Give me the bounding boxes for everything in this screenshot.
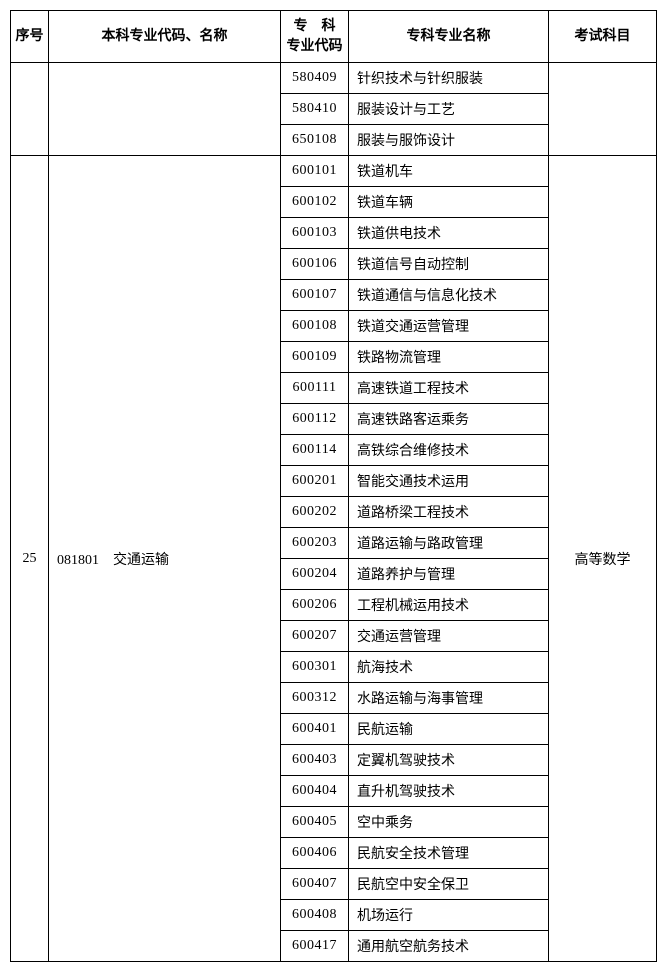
zhuanke-name: 服装与服饰设计: [349, 125, 549, 156]
zhuanke-code: 600207: [281, 621, 349, 652]
zhuanke-code: 600103: [281, 218, 349, 249]
zhuanke-name: 通用航空航务技术: [349, 931, 549, 962]
header-benke: 本科专业代码、名称: [49, 11, 281, 63]
zhuanke-code: 600404: [281, 776, 349, 807]
zhuanke-code: 600106: [281, 249, 349, 280]
zhuanke-code: 600109: [281, 342, 349, 373]
zhuanke-name: 高速铁路客运乘务: [349, 404, 549, 435]
zhuanke-name: 工程机械运用技术: [349, 590, 549, 621]
zhuanke-name: 道路桥梁工程技术: [349, 497, 549, 528]
zhuanke-code: 650108: [281, 125, 349, 156]
zhuanke-code: 600101: [281, 156, 349, 187]
zhuanke-name: 铁道机车: [349, 156, 549, 187]
zhuanke-name: 民航安全技术管理: [349, 838, 549, 869]
benke-cell: 081801 交通运输: [49, 156, 281, 962]
zhuanke-name: 水路运输与海事管理: [349, 683, 549, 714]
zhuanke-code: 600301: [281, 652, 349, 683]
header-exam: 考试科目: [549, 11, 657, 63]
header-row: 序号 本科专业代码、名称 专 科 专业代码 专科专业名称 考试科目: [11, 11, 657, 63]
zhuanke-name: 铁道交通运营管理: [349, 311, 549, 342]
zhuanke-name: 民航运输: [349, 714, 549, 745]
zhuanke-name: 高速铁道工程技术: [349, 373, 549, 404]
zhuanke-code: 600406: [281, 838, 349, 869]
zhuanke-name: 定翼机驾驶技术: [349, 745, 549, 776]
table-row: 580409针织技术与针织服装: [11, 63, 657, 94]
exam-cell: 高等数学: [549, 156, 657, 962]
zhuanke-name: 航海技术: [349, 652, 549, 683]
zhuanke-name: 服装设计与工艺: [349, 94, 549, 125]
table-row: 25081801 交通运输600101铁道机车高等数学: [11, 156, 657, 187]
header-zhuanke-code: 专 科 专业代码: [281, 11, 349, 63]
zhuanke-code: 600111: [281, 373, 349, 404]
zhuanke-code: 580410: [281, 94, 349, 125]
zhuanke-code: 600102: [281, 187, 349, 218]
zhuanke-code: 600206: [281, 590, 349, 621]
zhuanke-code: 600201: [281, 466, 349, 497]
zhuanke-name: 铁道通信与信息化技术: [349, 280, 549, 311]
zhuanke-name: 铁路物流管理: [349, 342, 549, 373]
benke-cell-continued: [49, 63, 281, 156]
zhuanke-name: 铁道供电技术: [349, 218, 549, 249]
header-zhuanke-name: 专科专业名称: [349, 11, 549, 63]
exam-cell-continued: [549, 63, 657, 156]
zhuanke-name: 针织技术与针织服装: [349, 63, 549, 94]
zhuanke-name: 道路养护与管理: [349, 559, 549, 590]
zhuanke-code: 600108: [281, 311, 349, 342]
zhuanke-name: 直升机驾驶技术: [349, 776, 549, 807]
zhuanke-code: 580409: [281, 63, 349, 94]
majors-table: 序号 本科专业代码、名称 专 科 专业代码 专科专业名称 考试科目 580409…: [10, 10, 657, 962]
zhuanke-name: 道路运输与路政管理: [349, 528, 549, 559]
zhuanke-code: 600312: [281, 683, 349, 714]
zhuanke-code: 600417: [281, 931, 349, 962]
zhuanke-code: 600204: [281, 559, 349, 590]
zhuanke-name: 铁道信号自动控制: [349, 249, 549, 280]
zhuanke-code: 600407: [281, 869, 349, 900]
xuhao-cell-continued: [11, 63, 49, 156]
zhuanke-code: 600112: [281, 404, 349, 435]
zhuanke-code: 600401: [281, 714, 349, 745]
zhuanke-code: 600202: [281, 497, 349, 528]
zhuanke-code: 600403: [281, 745, 349, 776]
zhuanke-code: 600405: [281, 807, 349, 838]
zhuanke-code: 600114: [281, 435, 349, 466]
zhuanke-name: 交通运营管理: [349, 621, 549, 652]
zhuanke-name: 高铁综合维修技术: [349, 435, 549, 466]
zhuanke-code: 600203: [281, 528, 349, 559]
zhuanke-code: 600107: [281, 280, 349, 311]
zhuanke-name: 铁道车辆: [349, 187, 549, 218]
zhuanke-name: 智能交通技术运用: [349, 466, 549, 497]
zhuanke-code: 600408: [281, 900, 349, 931]
zhuanke-name: 机场运行: [349, 900, 549, 931]
xuhao-cell: 25: [11, 156, 49, 962]
zhuanke-name: 空中乘务: [349, 807, 549, 838]
zhuanke-name: 民航空中安全保卫: [349, 869, 549, 900]
header-xuhao: 序号: [11, 11, 49, 63]
